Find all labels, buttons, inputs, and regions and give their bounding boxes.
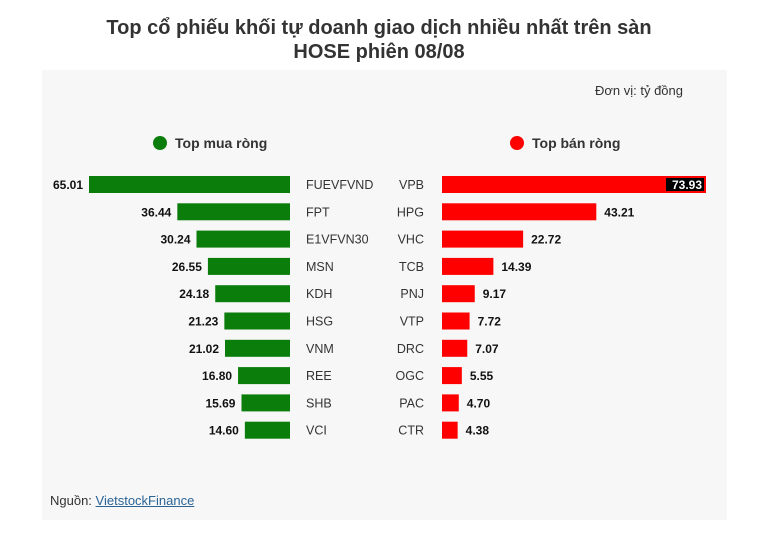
sell-value-label: 9.17 bbox=[483, 287, 507, 301]
buy-bar bbox=[241, 394, 290, 412]
sell-value-label: 5.55 bbox=[470, 369, 494, 383]
buy-value-label: 15.69 bbox=[205, 396, 235, 410]
sell-value-label: 43.21 bbox=[604, 205, 634, 219]
chart-title: Top cổ phiếu khối tự doanh giao dịch nhi… bbox=[0, 16, 758, 64]
buy-bar bbox=[196, 230, 290, 248]
bar-chart: 65.01 FUEVFVND 36.44 FPT 30.24 E1VFVN30 26.55 M… bbox=[53, 176, 706, 439]
buy-bar bbox=[215, 285, 290, 303]
buy-category-label: MSN bbox=[306, 260, 334, 274]
sell-category-label: DRC bbox=[397, 342, 424, 356]
sell-category-label: OGC bbox=[396, 369, 424, 383]
sell-bar bbox=[442, 339, 468, 357]
source-label: Nguồn: bbox=[50, 493, 96, 508]
buy-category-label: SHB bbox=[306, 396, 332, 410]
sell-bar bbox=[442, 230, 524, 248]
buy-category-label: VNM bbox=[306, 342, 334, 356]
sell-value-label: 7.72 bbox=[478, 315, 502, 329]
sell-bar bbox=[442, 421, 458, 439]
sell-category-label: VPB bbox=[399, 178, 424, 192]
unit-label: Đơn vị: tỷ đồng bbox=[594, 83, 683, 98]
sell-value-label: 4.38 bbox=[466, 424, 490, 438]
chart-title-line1: Top cổ phiếu khối tự doanh giao dịch nhi… bbox=[106, 17, 652, 39]
chart-panel: Đơn vị: tỷ đồng Top mua ròng Top bán ròn… bbox=[42, 70, 727, 520]
legend-buy: Top mua ròng bbox=[153, 135, 267, 151]
buy-value-label: 36.44 bbox=[141, 205, 171, 219]
buy-category-label: VCI bbox=[306, 424, 327, 438]
legend-sell-dot bbox=[510, 136, 524, 150]
sell-bar bbox=[442, 394, 459, 412]
buy-bar bbox=[177, 203, 290, 221]
sell-category-label: TCB bbox=[399, 260, 424, 274]
buy-category-label: FPT bbox=[306, 205, 330, 219]
buy-category-label: FUEVFVND bbox=[306, 178, 373, 192]
buy-bar bbox=[207, 257, 290, 275]
sell-value-label: 22.72 bbox=[531, 233, 561, 247]
legend-sell-label: Top bán ròng bbox=[532, 135, 621, 151]
buy-category-label: REE bbox=[306, 369, 332, 383]
buy-value-label: 30.24 bbox=[160, 233, 190, 247]
sell-bar bbox=[442, 176, 706, 193]
buy-category-label: KDH bbox=[306, 287, 332, 301]
buy-category-label: HSG bbox=[306, 315, 333, 329]
chart-title-line2: HOSE phiên 08/08 bbox=[293, 41, 465, 63]
buy-value-label: 65.01 bbox=[53, 178, 83, 192]
buy-value-label: 21.02 bbox=[189, 342, 219, 356]
sell-bar bbox=[442, 203, 597, 221]
buy-value-label: 21.23 bbox=[188, 315, 218, 329]
sell-value-label: 73.93 bbox=[672, 178, 702, 192]
legend-buy-dot bbox=[153, 136, 167, 150]
buy-bar bbox=[224, 312, 290, 330]
buy-value-label: 16.80 bbox=[202, 369, 232, 383]
buy-value-label: 24.18 bbox=[179, 287, 209, 301]
buy-value-label: 14.60 bbox=[209, 424, 239, 438]
sell-category-label: HPG bbox=[397, 205, 424, 219]
buy-category-label: E1VFVN30 bbox=[306, 233, 369, 247]
sell-bar bbox=[442, 285, 475, 303]
sell-category-label: PAC bbox=[399, 396, 424, 410]
sell-category-label: VTP bbox=[400, 315, 424, 329]
sell-category-label: PNJ bbox=[400, 287, 424, 301]
buy-bar bbox=[238, 367, 290, 385]
sell-value-label-bg bbox=[666, 178, 704, 191]
buy-value-label: 26.55 bbox=[172, 260, 202, 274]
buy-bar bbox=[225, 339, 290, 357]
source-note: Nguồn: VietstockFinance bbox=[50, 493, 194, 508]
sell-value-label: 4.70 bbox=[467, 396, 491, 410]
sell-value-label: 14.39 bbox=[501, 260, 531, 274]
buy-bar bbox=[244, 421, 290, 439]
source-link[interactable]: VietstockFinance bbox=[95, 493, 195, 508]
sell-value-label: 7.07 bbox=[475, 342, 499, 356]
sell-bar bbox=[442, 257, 494, 275]
sell-bar bbox=[442, 367, 462, 385]
sell-category-label: CTR bbox=[398, 424, 424, 438]
buy-bar bbox=[89, 176, 290, 193]
legend-sell: Top bán ròng bbox=[510, 135, 620, 151]
legend-buy-label: Top mua ròng bbox=[175, 135, 268, 151]
sell-category-label: VHC bbox=[398, 233, 424, 247]
sell-bar bbox=[442, 312, 470, 330]
